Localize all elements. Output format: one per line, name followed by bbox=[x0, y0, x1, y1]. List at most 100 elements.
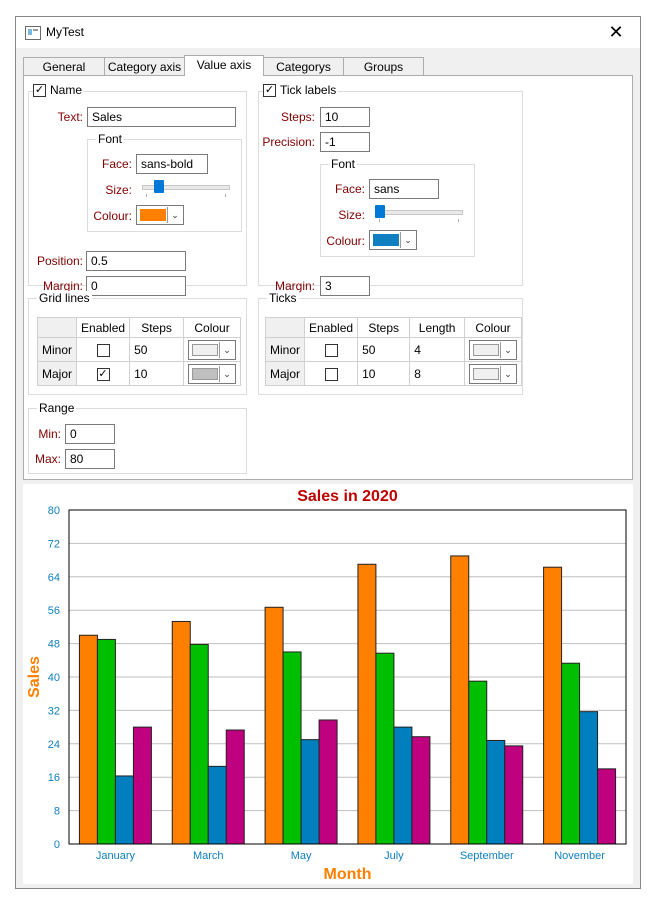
tab-category-axis[interactable]: Category axis bbox=[104, 57, 185, 75]
max-label: Max: bbox=[34, 452, 61, 466]
face-input[interactable]: sans-bold bbox=[136, 154, 208, 174]
slider-tick bbox=[146, 194, 147, 197]
colour-label: Colour: bbox=[326, 234, 365, 248]
bar bbox=[486, 739, 506, 845]
x-tick-label: May bbox=[291, 850, 312, 862]
bar bbox=[318, 719, 338, 845]
row-header: Minor bbox=[36, 337, 78, 362]
chevron-down-icon[interactable]: ⌄ bbox=[167, 207, 182, 223]
y-axis-label: Sales bbox=[26, 656, 43, 698]
colour-swatch bbox=[472, 343, 499, 356]
x-tick-label: November bbox=[554, 850, 605, 862]
x-tick-label: March bbox=[193, 850, 224, 862]
tick-margin-label: Margin: bbox=[274, 279, 315, 293]
tick-colour-picker[interactable]: ⌄ bbox=[369, 230, 417, 250]
name-font-group-title: Font bbox=[96, 132, 125, 146]
colour-cell: ⌄ bbox=[183, 361, 242, 386]
tab-categorys[interactable]: Categorys bbox=[263, 57, 344, 75]
text-input[interactable]: Sales bbox=[87, 107, 236, 127]
size-label: Size: bbox=[105, 183, 132, 197]
name-enabled-checkbox[interactable]: ✓ bbox=[33, 84, 46, 98]
table-corner bbox=[264, 317, 306, 338]
position-input[interactable]: 0.5 bbox=[86, 251, 186, 271]
bar bbox=[96, 638, 116, 845]
chevron-down-icon[interactable]: ⌄ bbox=[499, 365, 515, 382]
x-tick-label: July bbox=[384, 850, 404, 862]
max-input[interactable]: 80 bbox=[65, 449, 115, 469]
precision-label: Precision: bbox=[262, 135, 315, 149]
length-cell[interactable]: 8 bbox=[409, 361, 465, 386]
bar bbox=[189, 643, 209, 845]
minor-tick-enabled-checkbox[interactable] bbox=[324, 343, 338, 357]
tick-font-group-title: Font bbox=[329, 157, 358, 171]
bar bbox=[264, 606, 284, 845]
steps-cell[interactable]: 10 bbox=[129, 361, 185, 386]
slider-track bbox=[142, 185, 230, 190]
table-row: Major ✓ 10 ⌄ bbox=[36, 361, 242, 386]
y-tick-label: 80 bbox=[48, 505, 60, 517]
column-header: Length bbox=[409, 317, 465, 338]
name-group-header: ✓ Name bbox=[33, 83, 85, 98]
text-label: Text: bbox=[57, 110, 83, 124]
chevron-down-icon[interactable]: ⌄ bbox=[499, 341, 515, 358]
chevron-down-icon[interactable]: ⌄ bbox=[219, 341, 234, 358]
x-tick-label: September bbox=[460, 850, 514, 862]
major-tick-enabled-checkbox[interactable] bbox=[324, 367, 338, 381]
precision-input[interactable]: -1 bbox=[320, 132, 370, 152]
bar bbox=[393, 726, 413, 845]
bar bbox=[207, 765, 227, 845]
bar bbox=[300, 739, 320, 845]
tick-font-group: Font Face: sans Size: Colour: ⌄ bbox=[320, 157, 475, 257]
enabled-cell: ✓ bbox=[76, 361, 131, 386]
colour-cell: ⌄ bbox=[463, 361, 523, 386]
ticks-group: Ticks Enabled Steps Length Colour Minor … bbox=[258, 291, 523, 395]
steps-input[interactable]: 10 bbox=[320, 107, 370, 127]
y-tick-label: 72 bbox=[48, 538, 60, 550]
tab-value-axis[interactable]: Value axis bbox=[184, 55, 264, 76]
position-label: Position: bbox=[36, 254, 83, 268]
major-grid-enabled-checkbox[interactable]: ✓ bbox=[96, 367, 110, 381]
y-tick-label: 16 bbox=[48, 772, 60, 784]
tab-general[interactable]: General bbox=[23, 57, 105, 75]
tick-margin-input[interactable]: 3 bbox=[320, 276, 370, 296]
minor-tick-colour-picker[interactable]: ⌄ bbox=[468, 339, 517, 360]
chevron-down-icon[interactable]: ⌄ bbox=[400, 232, 415, 248]
tick-labels-enabled-checkbox[interactable]: ✓ bbox=[263, 84, 276, 98]
chart-area: Sales in 2020 0 8 16 24 32 40 48 56 64 72 80 January… bbox=[23, 484, 633, 884]
y-tick-label: 32 bbox=[48, 705, 60, 717]
close-button[interactable]: ✕ bbox=[608, 22, 624, 42]
grid-lines-group-title: Grid lines bbox=[37, 291, 92, 305]
chevron-down-icon[interactable]: ⌄ bbox=[219, 365, 234, 382]
y-tick-label: 24 bbox=[48, 739, 60, 751]
y-tick-label: 0 bbox=[54, 839, 60, 851]
tick-size-slider[interactable] bbox=[375, 205, 463, 222]
colour-swatch bbox=[472, 367, 499, 380]
length-cell[interactable]: 4 bbox=[409, 337, 465, 362]
major-grid-colour-picker[interactable]: ⌄ bbox=[188, 363, 237, 384]
slider-thumb[interactable] bbox=[375, 205, 385, 218]
slider-thumb[interactable] bbox=[153, 180, 164, 193]
table-row: Minor 50 4 ⌄ bbox=[264, 337, 523, 362]
row-header: Major bbox=[36, 361, 78, 386]
min-label: Min: bbox=[38, 427, 61, 441]
name-size-slider[interactable] bbox=[142, 180, 230, 197]
steps-cell[interactable]: 50 bbox=[129, 337, 185, 362]
min-input[interactable]: 0 bbox=[65, 424, 115, 444]
y-tick-label: 56 bbox=[48, 605, 60, 617]
margin-input[interactable]: 0 bbox=[86, 276, 186, 296]
enabled-cell bbox=[304, 361, 359, 386]
colour-swatch bbox=[192, 367, 219, 380]
minor-grid-enabled-checkbox[interactable] bbox=[96, 343, 110, 357]
major-tick-colour-picker[interactable]: ⌄ bbox=[468, 363, 517, 384]
enabled-cell bbox=[76, 337, 131, 362]
minor-grid-colour-picker[interactable]: ⌄ bbox=[188, 339, 237, 360]
bar bbox=[357, 563, 377, 845]
y-tick-label: 64 bbox=[48, 572, 60, 584]
tab-groups[interactable]: Groups bbox=[343, 57, 424, 75]
steps-cell[interactable]: 50 bbox=[357, 337, 411, 362]
steps-cell[interactable]: 10 bbox=[357, 361, 411, 386]
face-input[interactable]: sans bbox=[369, 179, 439, 199]
size-label: Size: bbox=[338, 208, 365, 222]
column-header: Colour bbox=[183, 317, 242, 338]
name-colour-picker[interactable]: ⌄ bbox=[136, 205, 184, 225]
